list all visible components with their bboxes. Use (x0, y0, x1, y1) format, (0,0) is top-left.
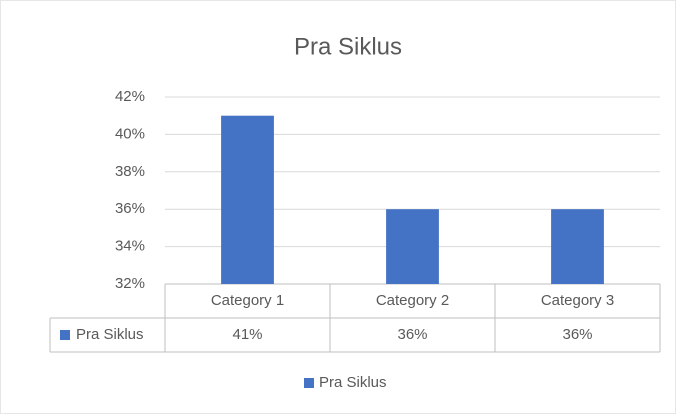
x-tick-label: Category 2 (376, 292, 449, 309)
bar (551, 209, 604, 284)
x-tick-label: Category 1 (211, 292, 284, 309)
table-series-name: Pra Siklus (76, 326, 144, 343)
table-value: 36% (562, 326, 592, 343)
y-tick-label: 38% (115, 163, 145, 180)
y-tick-label: 40% (115, 125, 145, 142)
y-tick-label: 32% (115, 275, 145, 292)
legend-label: Pra Siklus (319, 374, 387, 391)
table-legend-key (60, 330, 70, 340)
y-tick-label: 34% (115, 238, 145, 255)
bar (221, 115, 274, 284)
chart-title: Pra Siklus (294, 33, 402, 60)
table-value: 41% (232, 326, 262, 343)
legend-key (304, 378, 314, 388)
y-tick-label: 42% (115, 88, 145, 105)
table-value: 36% (397, 326, 427, 343)
x-tick-label: Category 3 (541, 292, 614, 309)
y-tick-label: 36% (115, 200, 145, 217)
bar (386, 209, 439, 284)
